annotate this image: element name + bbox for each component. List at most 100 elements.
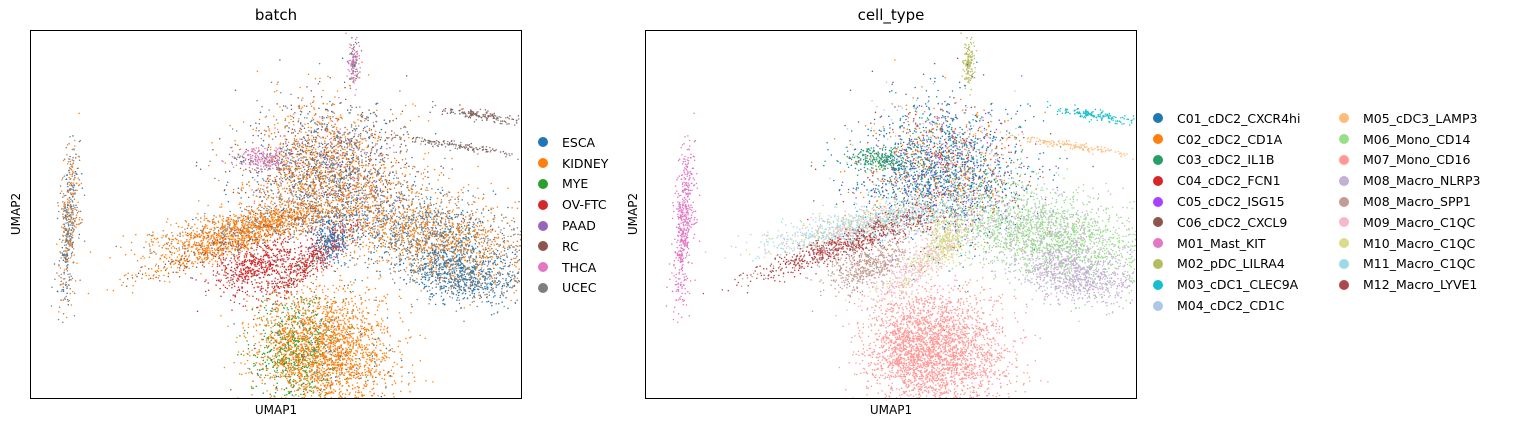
scatter-point <box>65 235 68 238</box>
scatter-point <box>239 155 241 157</box>
scatter-point <box>461 199 463 201</box>
scatter-point <box>337 172 339 175</box>
scatter-point <box>454 275 456 278</box>
scatter-point <box>367 170 370 173</box>
scatter-point <box>62 290 65 293</box>
scatter-point <box>65 316 68 319</box>
scatter-point <box>260 137 263 140</box>
scatter-point <box>313 201 316 204</box>
scatter-point <box>195 165 198 167</box>
scatter-point <box>336 136 338 139</box>
scatter-point <box>334 96 336 98</box>
scatter-point <box>276 186 279 189</box>
scatter-point <box>358 169 360 171</box>
scatter-point <box>395 192 398 194</box>
scatter-point <box>355 190 358 193</box>
scatter-point <box>370 250 372 253</box>
scatter-point <box>460 213 462 216</box>
scatter-point <box>74 280 77 282</box>
scatter-point <box>368 238 370 240</box>
scatter-point <box>483 226 485 229</box>
scatter-point <box>355 56 357 59</box>
scatter-point <box>312 194 314 197</box>
scatter-point <box>301 223 303 225</box>
scatter-point <box>404 231 406 234</box>
scatter-point <box>505 152 507 154</box>
scatter-point <box>320 157 322 159</box>
scatter-point <box>370 149 373 152</box>
scatter-point <box>386 142 388 145</box>
scatter-point <box>487 237 489 240</box>
scatter-point <box>355 201 357 204</box>
scatter-point <box>266 182 269 185</box>
scatter-point <box>368 181 370 183</box>
scatter-point <box>395 170 397 172</box>
scatter-point <box>402 216 404 219</box>
scatter-point <box>323 150 326 152</box>
scatter-point <box>305 105 308 107</box>
scatter-point <box>237 187 240 190</box>
scatter-point <box>358 182 360 185</box>
scatter-point <box>288 205 290 207</box>
scatter-point <box>399 136 401 138</box>
scatter-point <box>376 246 379 249</box>
scatter-point <box>446 240 449 243</box>
scatter-point <box>315 199 318 201</box>
scatter-point <box>71 234 74 236</box>
scatter-point <box>286 182 289 184</box>
scatter-point <box>72 213 74 216</box>
scatter-point <box>419 270 421 273</box>
scatter-point <box>440 218 443 220</box>
scatter-point <box>319 176 322 178</box>
scatter-point <box>481 233 483 236</box>
scatter-point <box>391 137 394 139</box>
scatter-point <box>359 137 362 139</box>
scatter-point <box>455 204 458 207</box>
scatter-point <box>484 247 487 249</box>
scatter-point <box>378 169 380 171</box>
scatter-point <box>371 148 373 150</box>
scatter-point <box>240 187 243 189</box>
scatter-point <box>244 215 247 218</box>
scatter-point <box>346 219 349 222</box>
scatter-point <box>67 201 69 203</box>
scatter-point <box>346 143 348 145</box>
scatter-point <box>315 164 318 166</box>
scatter-point <box>451 139 453 142</box>
scatter-point <box>337 155 340 158</box>
scatter-point <box>362 186 365 188</box>
scatter-point <box>367 257 370 260</box>
scatter-point <box>335 148 337 151</box>
scatter-point <box>266 186 269 188</box>
scatter-point <box>329 118 332 120</box>
scatter-point <box>383 222 386 225</box>
scatter-point <box>367 164 369 167</box>
scatter-point <box>316 193 318 196</box>
scatter-point <box>373 124 375 126</box>
scatter-point <box>464 113 467 115</box>
scatter-point <box>355 185 358 188</box>
scatter-point <box>291 160 294 162</box>
scatter-point <box>459 245 461 247</box>
scatter-point <box>367 136 370 139</box>
scatter-point <box>372 242 374 245</box>
scatter-point <box>337 159 340 162</box>
scatter-point <box>332 185 334 188</box>
scatter-point <box>415 195 417 198</box>
scatter-point <box>410 221 412 224</box>
scatter-point <box>368 245 371 248</box>
scatter-point <box>279 59 281 61</box>
scatter-point <box>252 194 254 196</box>
scatter-point <box>358 63 360 65</box>
scatter-point <box>477 111 479 113</box>
scatter-point <box>314 122 316 124</box>
scatter-point <box>337 150 339 152</box>
scatter-point <box>355 145 358 148</box>
scatter-point <box>65 229 68 232</box>
scatter-point <box>73 225 76 227</box>
scatter-point <box>350 154 352 157</box>
scatter-point <box>342 177 344 180</box>
scatter-point <box>513 257 515 260</box>
scatter-point <box>71 166 74 169</box>
scatter-point <box>352 290 354 293</box>
